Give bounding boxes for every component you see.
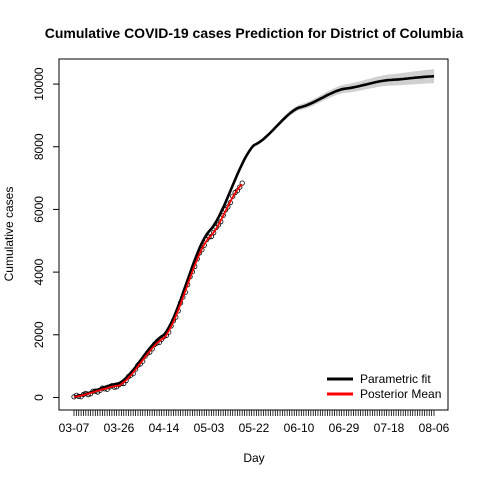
legend-label-parametric-fit: Parametric fit bbox=[360, 372, 431, 386]
y-tick-label: 8000 bbox=[32, 133, 46, 160]
observed-point bbox=[206, 234, 212, 240]
x-axis-label: Day bbox=[243, 451, 264, 465]
y-axis: 0 2000 4000 6000 8000 10000 bbox=[32, 67, 59, 401]
y-tick-label: 0 bbox=[32, 394, 46, 401]
observed-point bbox=[237, 184, 243, 190]
credible-band bbox=[74, 69, 434, 398]
y-tick-label: 4000 bbox=[32, 258, 46, 285]
y-tick-label: 2000 bbox=[32, 321, 46, 348]
x-axis: 03-07 03-26 04-14 05-03 05-22 06-10 06-29 07-18… bbox=[59, 410, 450, 435]
x-tick-label: 08-06 bbox=[419, 421, 450, 435]
x-tick-label: 07-18 bbox=[374, 421, 405, 435]
credible-band-layer bbox=[74, 69, 434, 398]
x-tick-label: 05-03 bbox=[194, 421, 225, 435]
plot-frame bbox=[58, 58, 449, 411]
legend: Parametric fit Posterior Mean bbox=[327, 372, 441, 401]
y-tick-label: 10000 bbox=[32, 67, 46, 101]
series-lines-layer bbox=[73, 74, 435, 399]
x-tick-label: 06-10 bbox=[284, 421, 315, 435]
y-axis-label: Cumulative cases bbox=[2, 187, 16, 282]
x-tick-label: 03-26 bbox=[104, 421, 135, 435]
x-tick-label: 04-14 bbox=[149, 421, 180, 435]
series-line-posterior-mean bbox=[73, 183, 243, 398]
observed-point bbox=[211, 230, 217, 236]
x-tick-label: 05-22 bbox=[239, 421, 270, 435]
legend-label-posterior-mean: Posterior Mean bbox=[360, 387, 441, 401]
x-tick-label: 06-29 bbox=[329, 421, 360, 435]
chart-title: Cumulative COVID-19 cases Prediction for… bbox=[45, 25, 464, 41]
series-line-parametric-fit bbox=[73, 74, 435, 399]
observed-points-layer bbox=[71, 180, 245, 400]
x-tick-label: 03-07 bbox=[59, 421, 90, 435]
y-tick-label: 6000 bbox=[32, 196, 46, 223]
